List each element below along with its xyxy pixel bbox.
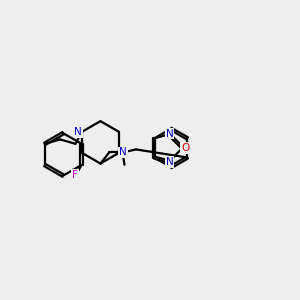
Text: N: N [74, 127, 82, 137]
Text: O: O [181, 143, 190, 153]
Text: F: F [72, 170, 78, 180]
Text: N: N [119, 147, 127, 158]
Text: N: N [166, 157, 173, 167]
Text: N: N [166, 129, 173, 139]
